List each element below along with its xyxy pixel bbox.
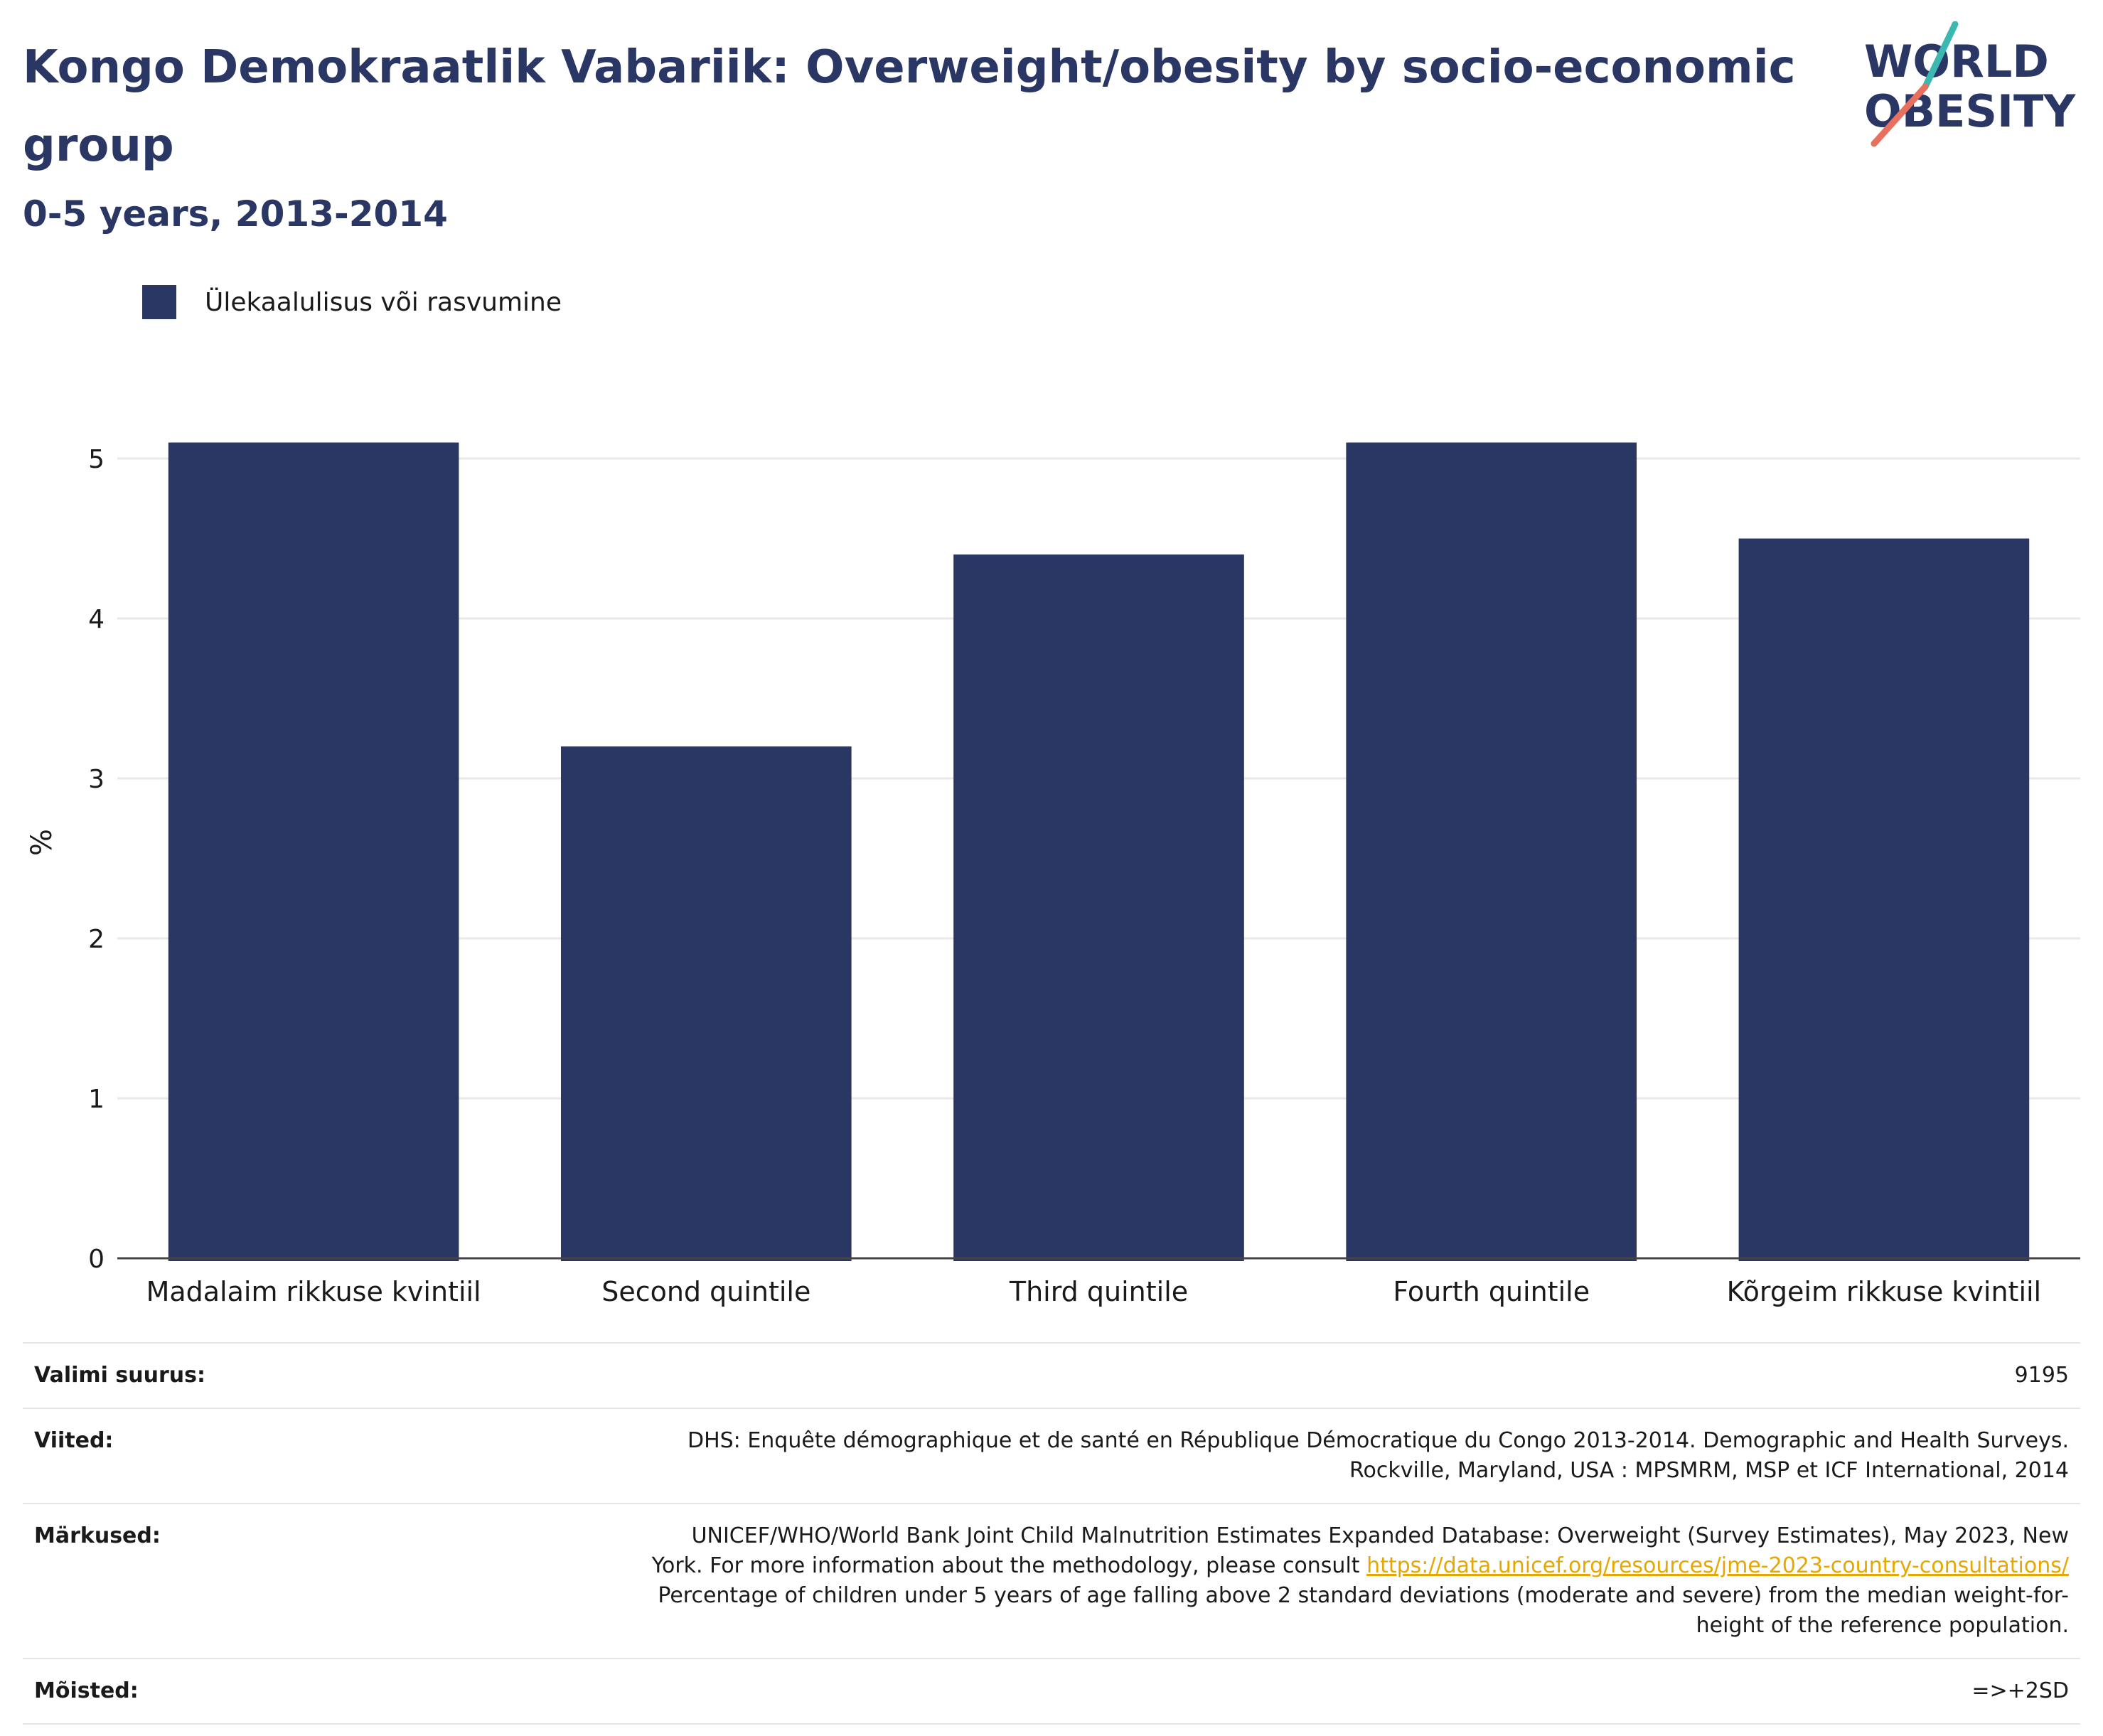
bar-chart: 0 1 2 3 4 5% Madalaim rikkuse kvintiil Second q… [26, 442, 2080, 1307]
y-tick-label: 2 [88, 925, 105, 954]
chart-title: Kongo Demokraatlik Vabariik: Overweight/… [23, 41, 1796, 172]
notes-line-3: Percentage of children under 5 years of … [658, 1583, 2069, 1608]
world-obesity-logo: WORLD OBESITY [1864, 21, 2076, 147]
bar [1738, 538, 2030, 1261]
info-row-definitions: Mõisted: =>+2SD [23, 1659, 2080, 1725]
legend-label: Ülekaalulisus või rasvumine [205, 287, 562, 317]
y-tick-label: 4 [88, 605, 105, 634]
references-line-2: Rockville, Maryland, USA : MPSMRM, MSP e… [1349, 1458, 2069, 1483]
notes-value: UNICEF/WHO/World Bank Joint Child Malnut… [290, 1521, 2069, 1641]
references-label: Viited: [34, 1428, 114, 1453]
logo-word-world: WORLD [1864, 36, 2049, 87]
notes-line-2-text: York. For more information about the met… [651, 1553, 1367, 1578]
logo-word-obesity: OBESITY [1864, 85, 2076, 137]
bar [1346, 442, 1637, 1261]
y-tick-label: 5 [88, 445, 105, 474]
notes-line-2: York. For more information about the met… [290, 1551, 2069, 1581]
notes-line-1: UNICEF/WHO/World Bank Joint Child Malnut… [691, 1523, 2069, 1548]
references-line-1: DHS: Enquête démographique et de santé e… [687, 1428, 2069, 1453]
logo-slash-coral [1871, 83, 1929, 147]
info-row-references: Viited: DHS: Enquête démographique et de… [23, 1409, 2080, 1504]
legend: Ülekaalulisus või rasvumine [142, 284, 562, 320]
sample-size-value: 9195 [2014, 1363, 2069, 1388]
bar [953, 554, 1244, 1261]
y-tick-label: 0 [88, 1245, 105, 1274]
info-row-notes: Märkused: UNICEF/WHO/World Bank Joint Ch… [23, 1504, 2080, 1659]
notes-line-4: height of the reference population. [1696, 1613, 2069, 1638]
notes-label: Märkused: [34, 1523, 161, 1548]
notes-methodology-link[interactable]: https://data.unicef.org/resources/jme-20… [1366, 1553, 2069, 1578]
x-tick-label: Fourth quintile [1393, 1276, 1590, 1307]
x-tick-label: Kõrgeim rikkuse kvintiil [1727, 1276, 2041, 1307]
x-tick-label: Second quintile [601, 1276, 810, 1307]
bar [560, 746, 852, 1261]
references-value: DHS: Enquête démographique et de santé e… [290, 1426, 2069, 1486]
legend-swatch [142, 285, 176, 319]
info-row-sample-size: Valimi suurus: 9195 [23, 1344, 2080, 1409]
x-tick-label: Madalaim rikkuse kvintiil [146, 1276, 481, 1307]
y-tick-label: 3 [88, 765, 105, 794]
chart-subtitle: 0-5 years, 2013-2014 [23, 193, 448, 235]
x-tick-label: Third quintile [1009, 1276, 1188, 1307]
info-table: Valimi suurus: 9195 Viited: DHS: Enquête… [23, 1342, 2080, 1725]
bar [168, 442, 459, 1261]
sample-size-label: Valimi suurus: [34, 1363, 205, 1388]
logo-slash-teal [1922, 21, 1959, 90]
y-tick-label: 1 [88, 1085, 105, 1114]
definitions-value: =>+2SD [1971, 1678, 2069, 1703]
y-axis-title: % [26, 829, 58, 856]
definitions-label: Mõisted: [34, 1678, 139, 1703]
